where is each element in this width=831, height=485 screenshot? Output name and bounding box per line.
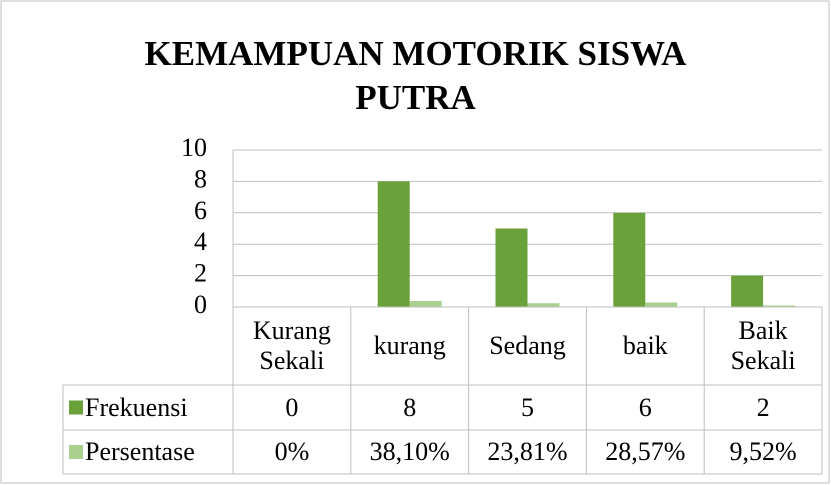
table-value: 6 <box>638 392 652 422</box>
table-value: 23,81% <box>487 437 568 466</box>
table-value: 28,57% <box>605 437 686 466</box>
x-tick-label: baik <box>622 331 668 360</box>
bar <box>731 275 764 307</box>
table-value: 38,10% <box>369 437 450 466</box>
bar <box>377 181 410 307</box>
x-tick-label: Baik Sekali <box>730 316 796 375</box>
x-tick-label: Kurang Sekali <box>252 316 331 375</box>
y-tick-label: 8 <box>194 164 207 193</box>
bar <box>763 305 796 307</box>
table-value: 0% <box>274 437 310 466</box>
bar <box>613 212 646 307</box>
table-value: 0 <box>285 392 299 422</box>
y-tick-label: 0 <box>194 290 207 319</box>
y-tick-label: 10 <box>181 133 207 162</box>
table-value: 2 <box>756 392 770 422</box>
table-value: 9,52% <box>729 437 797 466</box>
bar <box>645 302 678 307</box>
y-tick-label: 4 <box>194 227 207 256</box>
x-tick-label: Sedang <box>489 331 566 360</box>
legend-swatch <box>69 400 83 415</box>
legend-label: Persentase <box>85 437 195 466</box>
table-value: 8 <box>403 392 417 422</box>
y-tick-label: 6 <box>194 196 207 225</box>
legend-label: Frekuensi <box>85 392 188 422</box>
y-tick-label: 2 <box>194 259 207 288</box>
legend-swatch <box>69 445 83 459</box>
bar <box>409 301 442 307</box>
table-value: 5 <box>520 392 534 422</box>
bar <box>527 303 560 307</box>
chart-title: KEMAMPUAN MOTORIK SISWA PUTRA <box>144 34 687 117</box>
bar <box>495 228 528 307</box>
x-tick-label: kurang <box>373 331 446 360</box>
